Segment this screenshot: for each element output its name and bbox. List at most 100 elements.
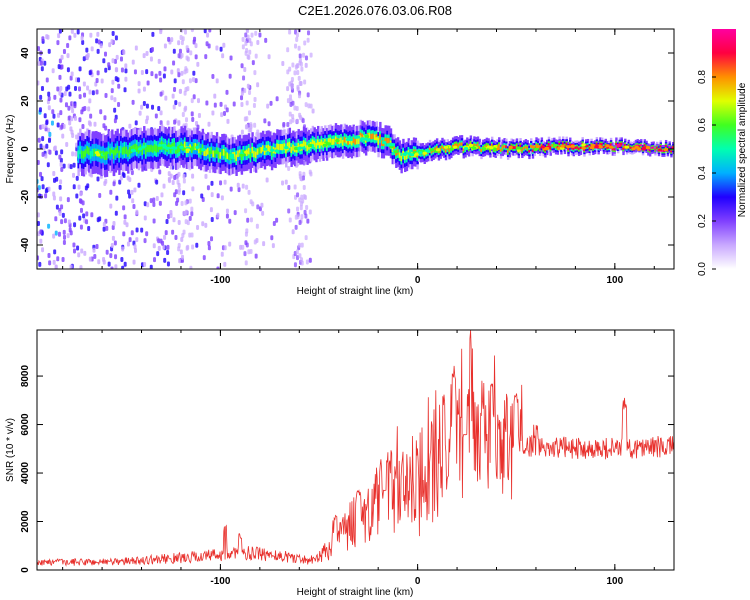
spectrogram-track [586,144,590,148]
spectrogram-noise [142,100,146,106]
spectrogram-noise [192,70,196,76]
spectrogram-track [350,139,354,146]
spectrogram-track [478,145,481,150]
snr-xtick-label-0: -100 [210,576,230,587]
spectrogram-noise [188,198,192,204]
spectrogram-peak [297,146,302,150]
spectrogram-noise [41,184,45,190]
spectrogram-noise [70,29,74,34]
spectrogram-track [441,145,444,149]
spectrogram-noise [172,48,176,54]
spectrogram-noise [62,163,66,169]
spectrogram-noise [53,94,57,100]
spectrogram-noise [59,97,63,103]
spectrogram-noise [62,49,66,55]
spectrogram-track [508,147,512,151]
spectrogram-noise [243,88,247,94]
spectrogram-noise [271,243,275,249]
spectrogram-noise [244,208,248,214]
spectrogram-track [455,143,458,147]
spectrogram-noise [48,260,52,266]
spectrogram-noise [299,115,303,121]
spectrogram-noise [58,90,62,96]
spectrogram-noise [51,109,55,115]
spectrogram-noise [128,237,132,243]
spectrogram-track [235,154,238,162]
spectrogram-noise [41,124,45,130]
spectrogram-track [448,148,451,152]
spectrogram-noise [142,53,146,59]
spectrogram-noise [228,218,232,224]
spectrogram-noise [249,248,253,254]
spectrogram-peak [453,145,458,149]
spectrogram-peak [201,148,206,152]
spectrogram-peak [284,145,289,150]
spectrogram-noise [60,149,64,155]
spectrogram-track [515,145,519,148]
spectrogram-track [277,144,281,151]
spectrogram-noise [159,29,163,33]
spectrogram-noise [137,182,141,188]
spectrogram-noise [110,88,114,94]
spectrogram-noise [45,143,49,149]
spectrogram-noise [163,66,167,72]
spectrogram-noise [44,188,48,194]
spectrogram-noise [293,184,297,190]
spectrogram-noise [158,169,162,175]
spectrogram-noise [43,60,47,66]
spectrogram-noise [233,210,237,216]
spectrogram-noise [201,221,205,227]
spectrogram-noise [245,124,249,130]
spectrogram-noise [190,29,194,33]
spectrogram-noise [150,46,154,52]
spectrogram-noise [69,164,73,170]
spectrogram-track [391,146,394,152]
spectrogram-noise [294,214,298,220]
spectrogram-peak [262,147,268,151]
spectrogram-track [127,149,130,157]
spectrogram-noise [157,245,161,251]
spectrogram-noise [133,69,137,75]
spectrogram-peak [605,144,610,148]
spectrogram-peak [141,145,146,149]
spectrogram-noise [267,54,271,60]
spectrogram-noise [152,201,156,207]
spectrogram-track [480,148,483,153]
spectrogram-peak [540,145,545,149]
spectrogram-noise [194,54,198,60]
spectrogram-track [224,151,228,158]
spectrogram-noise [284,179,288,185]
spectrogram-noise [296,84,300,90]
spectrogram-track [561,142,565,146]
spectrogram-noise [215,78,219,84]
spectrogram-track [98,149,102,158]
spectrogram-peak [594,144,599,149]
spectrogram-noise [182,229,186,235]
spectrogram-noise [47,48,51,54]
spectrogram-peak [463,146,469,151]
colorbar-tick-label-3: 0.6 [697,118,708,132]
spectrogram-noise [124,76,128,82]
spectrogram-peak [355,135,361,139]
spectrogram-noise [190,232,194,238]
spectrogram-noise [255,223,259,229]
spectrogram-noise [197,113,201,119]
spectrogram-noise [137,81,141,87]
spectrogram-noise [59,196,63,202]
spectrogram-noise [143,238,147,244]
spectrogram-peak [641,147,646,151]
spectrogram-noise [177,53,181,59]
spectrogram-noise [47,253,51,259]
spectrogram-noise [63,91,67,97]
spectrogram-noise [162,73,166,79]
spectrogram-noise [95,38,99,44]
spectrogram-track [659,145,662,148]
spectrogram-noise [39,143,43,149]
spectrogram-noise [40,86,44,92]
spectrogram-noise [207,121,211,127]
spectrogram-track [93,148,96,157]
spectrogram-ytick-label-1: -20 [20,189,31,204]
spectrogram-track [205,149,208,157]
spectrogram-track [281,144,284,151]
spectrogram-track [361,133,364,140]
